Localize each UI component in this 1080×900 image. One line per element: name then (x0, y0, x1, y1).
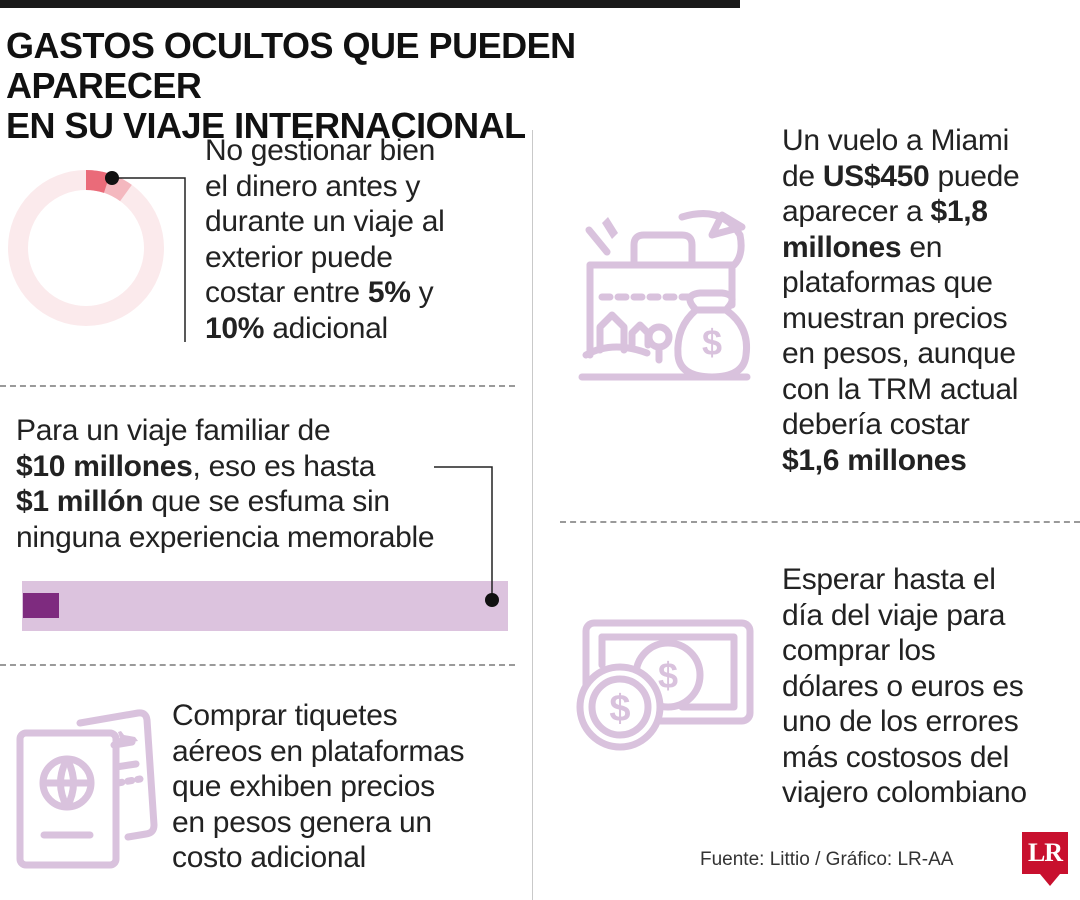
dashed-separator (560, 521, 1080, 523)
passport-ticket-icon (16, 709, 158, 869)
lr-logo: LR (1022, 832, 1068, 874)
price-platform-unit: millones (782, 230, 902, 264)
block2-line: Para un viaje familiar de (16, 414, 331, 447)
price-real: $1,6 millones (782, 443, 967, 477)
amount-lost: $1 millón (16, 485, 144, 518)
block5-line: comprar los (782, 634, 936, 667)
donut-chart-icon (8, 170, 186, 342)
block5-text: Esperar hasta el día del viaje para comp… (782, 562, 1072, 811)
block4-line: de US$450 puede (782, 159, 1072, 195)
donut-track (8, 170, 164, 326)
column-divider (532, 130, 533, 900)
block1-line: No gestionar bien (205, 134, 436, 167)
block4-line: con la TRM actual (782, 372, 1019, 406)
price-usd: US$450 (822, 159, 930, 193)
title-line-2: EN SU VIAJE INTERNACIONAL (6, 105, 526, 146)
block3-line: costo adicional (172, 841, 366, 874)
block2-text: Para un viaje familiar de $10 millones, … (16, 413, 516, 555)
block5-line: dólares o euros es (782, 669, 1024, 703)
luggage-money-icon: $ (578, 210, 751, 381)
text-span: adicional (264, 311, 388, 345)
text-span: aparecer a (782, 195, 931, 228)
block4-line: $1,6 millones (782, 443, 1072, 479)
block4-line: Un vuelo a Miami (782, 124, 1009, 157)
block2-line: $1 millón que se esfuma sin (16, 484, 516, 520)
text-span: puede (929, 159, 1020, 193)
block4-text: Un vuelo a Miami de US$450 puede aparece… (782, 123, 1072, 478)
donut-segment-low (85, 170, 111, 193)
block2-line: ninguna experiencia memorable (16, 520, 435, 554)
block5-line: uno de los errores (782, 705, 1019, 738)
block4-line: muestran precios (782, 301, 1008, 335)
price-platform: $1,8 (930, 195, 988, 228)
connector-line (434, 466, 499, 607)
block5-line: día del viaje para (782, 598, 1006, 632)
text-span: que se esfuma sin (143, 485, 390, 518)
cash-coins-icon: $ $ (576, 619, 754, 751)
block1-line: 10% adicional (205, 311, 505, 347)
block3-line: aéreos en plataformas (172, 734, 465, 768)
text-span: costar entre (205, 276, 368, 309)
title-line-1: GASTOS OCULTOS QUE PUEDEN APARECER (6, 25, 576, 106)
dashed-separator (0, 664, 515, 666)
block4-line: plataformas que (782, 266, 993, 299)
block2-line: $10 millones, eso es hasta (16, 449, 516, 485)
dashed-separator (0, 385, 515, 387)
block4-line: debería costar (782, 408, 970, 441)
block3-text: Comprar tiquetes aéreos en plataformas q… (172, 698, 512, 876)
block5-line: más costosos del (782, 740, 1009, 774)
block1-line: exterior puede (205, 240, 393, 274)
text-span: de (782, 159, 823, 193)
block5-line: Esperar hasta el (782, 563, 996, 596)
block1-text: No gestionar bien el dinero antes y dura… (205, 133, 505, 346)
block3-line: en pesos genera un (172, 805, 432, 839)
block4-line: en pesos, aunque (782, 337, 1016, 370)
source-credit: Fuente: Littio / Gráfico: LR-AA (700, 849, 954, 870)
block3-line: Comprar tiquetes (172, 699, 398, 732)
block1-line: costar entre 5% y (205, 275, 505, 311)
block1-line: durante un viaje al (205, 205, 445, 238)
donut-marker (105, 171, 119, 185)
text-span: en (901, 230, 943, 264)
text-span: y (410, 276, 434, 309)
text-span: , eso es hasta (192, 449, 376, 483)
progress-bar-fill (23, 593, 59, 618)
page-title: GASTOS OCULTOS QUE PUEDEN APARECER EN SU… (6, 26, 766, 146)
top-rule (0, 0, 740, 8)
block1-line: el dinero antes y (205, 169, 421, 203)
percent-low: 5% (367, 276, 411, 309)
amount-total: $10 millones (16, 449, 193, 483)
block5-line: viajero colombiano (782, 776, 1027, 809)
block4-line: aparecer a $1,8 (782, 194, 1072, 230)
svg-text:$: $ (702, 322, 722, 363)
progress-bar-track (22, 581, 508, 631)
percent-high: 10% (205, 311, 265, 345)
lr-logo-tail (1040, 874, 1060, 886)
block4-line: millones en (782, 230, 1072, 266)
block3-line: que exhiben precios (172, 770, 435, 803)
svg-text:$: $ (658, 655, 678, 696)
svg-text:$: $ (609, 688, 630, 730)
